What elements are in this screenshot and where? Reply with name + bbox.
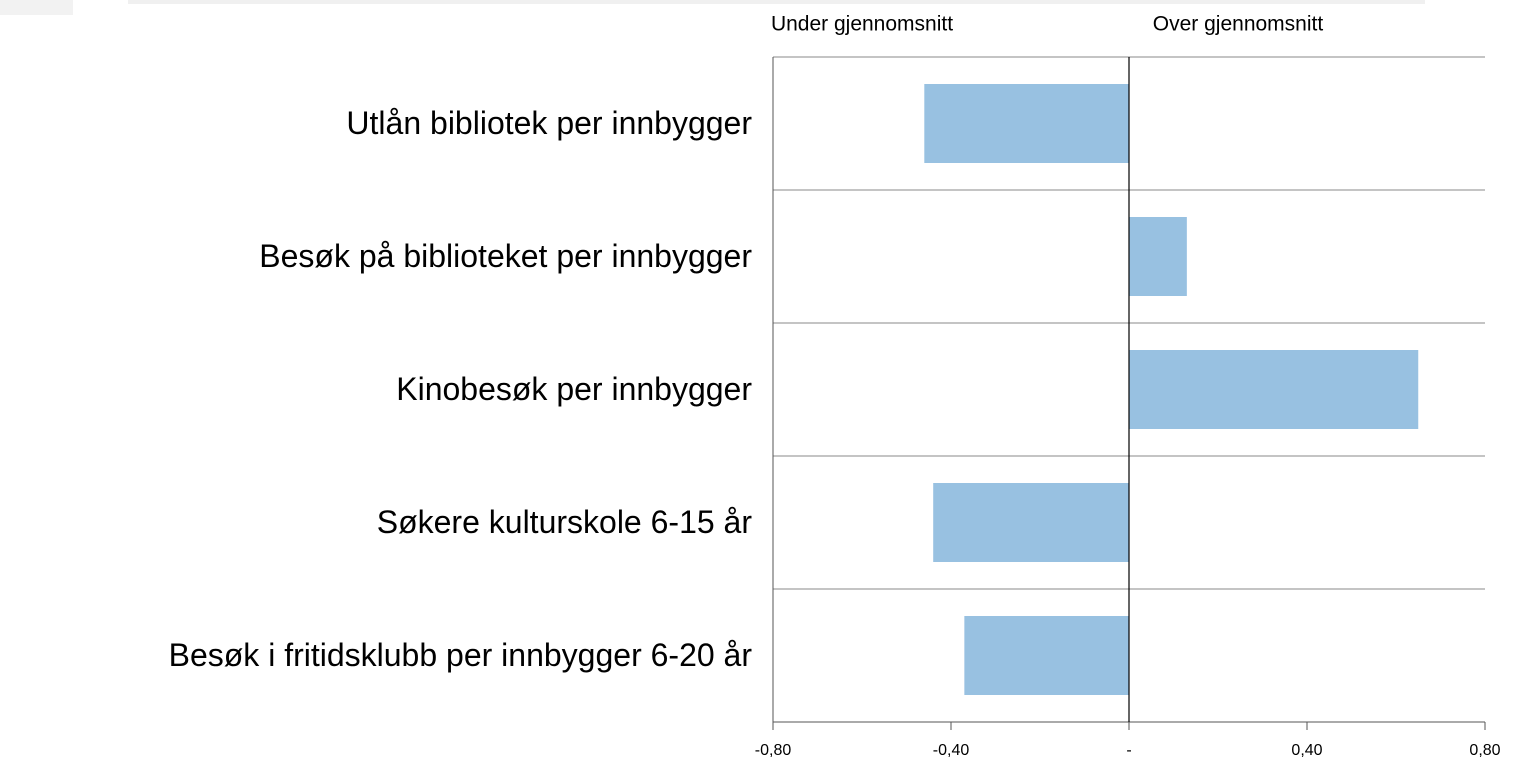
y-tick-label: Besøk i fritidsklubb per innbygger 6-20 … [169, 637, 753, 673]
x-tick-label: 0,80 [1469, 742, 1500, 759]
annotation: Over gjennomsnitt [1153, 13, 1324, 36]
x-tick-label: -0,40 [933, 742, 970, 759]
x-tick-label: - [1126, 742, 1131, 759]
x-tick-label: -0,80 [755, 742, 792, 759]
y-tick-label: Besøk på biblioteket per innbygger [259, 238, 752, 274]
bar [1129, 350, 1419, 429]
x-tick-label: 0,40 [1291, 742, 1322, 759]
y-tick-label: Kinobesøk per innbygger [396, 371, 752, 407]
annotation: Under gjennomsnitt [771, 13, 953, 36]
bar [924, 84, 1129, 163]
y-tick-label: Utlån bibliotek per innbygger [346, 105, 752, 141]
bar [933, 483, 1129, 562]
header-box [0, 0, 73, 15]
y-tick-label: Søkere kulturskole 6-15 år [377, 504, 753, 540]
header-bar [128, 0, 1425, 4]
bar [1129, 217, 1187, 296]
bar [964, 616, 1129, 695]
